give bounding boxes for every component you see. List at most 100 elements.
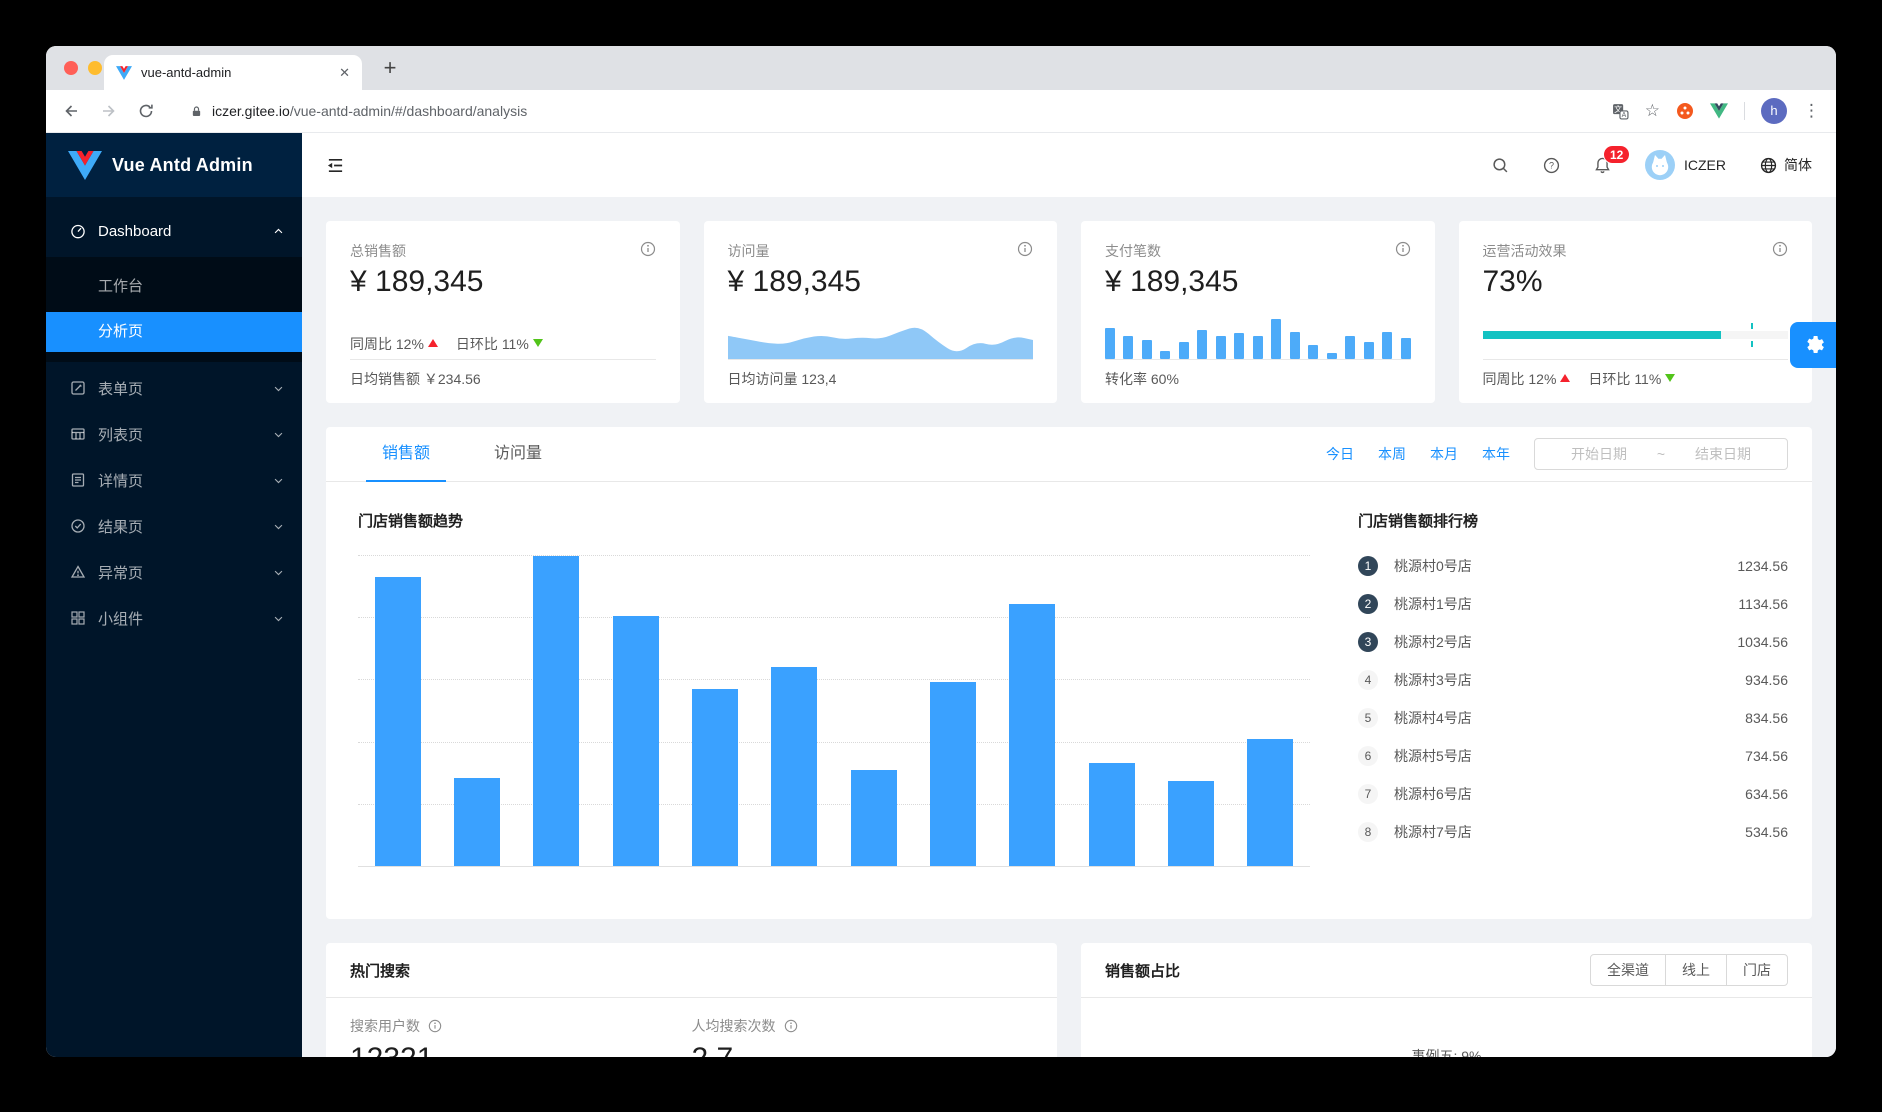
refresh-icon[interactable] bbox=[138, 103, 154, 119]
forward-icon[interactable] bbox=[100, 103, 118, 119]
date-range-picker[interactable]: 开始日期 ~ 结束日期 bbox=[1534, 438, 1788, 470]
sidebar-item-dashboard[interactable]: Dashboard bbox=[46, 211, 302, 251]
range-today-link[interactable]: 今日 bbox=[1326, 446, 1354, 462]
ranking-row: 4 桃源村3号店 934.56 bbox=[1358, 661, 1788, 699]
stat-title: 总销售额 bbox=[350, 243, 406, 259]
ranking-row: 2 桃源村1号店 1134.56 bbox=[1358, 585, 1788, 623]
url-text[interactable]: iczer.gitee.io/vue-antd-admin/#/dashboar… bbox=[212, 103, 527, 119]
back-icon[interactable] bbox=[62, 103, 80, 119]
chart-gridline bbox=[358, 741, 1310, 743]
trend-chart-title: 门店销售额趋势 bbox=[358, 513, 464, 530]
close-window-button[interactable] bbox=[64, 61, 78, 75]
svg-text:?: ? bbox=[1549, 160, 1554, 170]
notifications-bell[interactable]: 12 bbox=[1594, 145, 1631, 174]
browser-menu-icon[interactable]: ⋮ bbox=[1803, 101, 1820, 120]
ranking-row: 3 桃源村2号店 1034.56 bbox=[1358, 623, 1788, 661]
rank-badge: 4 bbox=[1358, 670, 1378, 690]
browser-profile-avatar[interactable]: h bbox=[1761, 98, 1787, 124]
spark-bar bbox=[1271, 319, 1282, 359]
sidebar-item-exceptions[interactable]: 异常页 bbox=[46, 552, 302, 592]
trend-bar bbox=[691, 689, 738, 866]
sidebar-item-widgets[interactable]: 小组件 bbox=[46, 598, 302, 638]
metric-search-per-user: 人均搜索次数 2.7 71.2 bbox=[692, 1016, 1034, 1057]
help-icon[interactable]: ? bbox=[1543, 157, 1560, 174]
info-icon[interactable] bbox=[1017, 241, 1033, 257]
new-tab-button[interactable]: + bbox=[383, 55, 397, 80]
trend-week: 同周比 12% bbox=[1483, 369, 1571, 389]
language-switcher[interactable]: 简体 bbox=[1760, 155, 1812, 175]
store-sales-value: 1134.56 bbox=[1738, 596, 1788, 612]
spark-bar bbox=[1252, 335, 1263, 359]
chart-gridline bbox=[358, 617, 1310, 619]
spark-bar bbox=[1197, 329, 1208, 359]
detail-icon bbox=[71, 473, 85, 487]
store-name: 桃源村4号店 bbox=[1394, 710, 1472, 726]
chevron-down-icon bbox=[274, 386, 283, 391]
vue-devtools-icon[interactable] bbox=[1710, 103, 1728, 119]
search-icon[interactable] bbox=[1492, 157, 1509, 174]
range-year-link[interactable]: 本年 bbox=[1482, 446, 1510, 462]
translate-icon[interactable]: 文A bbox=[1612, 103, 1629, 120]
info-icon[interactable] bbox=[640, 241, 656, 257]
sidebar-item-results[interactable]: 结果页 bbox=[46, 506, 302, 546]
sidebar-item-lists[interactable]: 列表页 bbox=[46, 414, 302, 454]
tab-close-icon[interactable]: ✕ bbox=[339, 64, 350, 80]
chart-gridline bbox=[358, 803, 1310, 805]
tab-visits[interactable]: 访问量 bbox=[494, 444, 543, 462]
segment-stores[interactable]: 门店 bbox=[1726, 954, 1788, 986]
rank-badge: 2 bbox=[1358, 594, 1378, 614]
info-icon[interactable] bbox=[428, 1019, 442, 1033]
theme-settings-button[interactable] bbox=[1790, 322, 1836, 368]
tab-sales[interactable]: 销售额 bbox=[366, 427, 447, 482]
table-icon bbox=[71, 428, 85, 440]
app-logo[interactable]: Vue Antd Admin bbox=[46, 133, 302, 197]
campaign-progress-fill bbox=[1482, 331, 1721, 339]
stat-card-campaign: 运营活动效果 73% 同周比 12% 日环比 11% bbox=[1458, 221, 1812, 403]
rank-badge: 3 bbox=[1358, 632, 1378, 652]
bookmark-star-icon[interactable]: ☆ bbox=[1644, 101, 1660, 120]
sales-share-chart: 事例五: 9% bbox=[1081, 998, 1812, 1057]
spark-bar bbox=[1178, 342, 1189, 359]
user-menu[interactable]: ICZER bbox=[1645, 150, 1726, 180]
sidebar-item-label: 小组件 bbox=[98, 610, 144, 628]
spark-bar bbox=[1105, 327, 1115, 359]
minimize-window-button[interactable] bbox=[88, 61, 102, 75]
trend-bar bbox=[1247, 739, 1294, 866]
sidebar-item-workbench[interactable]: 工作台 bbox=[98, 278, 144, 295]
info-icon[interactable] bbox=[1395, 241, 1411, 257]
browser-tab[interactable]: vue-antd-admin ✕ bbox=[104, 55, 362, 90]
trend-bar bbox=[1167, 780, 1214, 866]
trend-bar bbox=[771, 666, 818, 866]
sidebar-item-analysis[interactable]: 分析页 bbox=[46, 312, 302, 352]
stat-title: 支付笔数 bbox=[1105, 243, 1161, 259]
trend-bar bbox=[453, 778, 500, 866]
segment-online[interactable]: 线上 bbox=[1665, 954, 1727, 986]
sidebar-item-details[interactable]: 详情页 bbox=[46, 460, 302, 500]
extension-orange-icon[interactable] bbox=[1676, 102, 1694, 120]
spark-bar bbox=[1289, 331, 1300, 359]
store-name: 桃源村5号店 bbox=[1394, 748, 1472, 764]
sidebar-item-label: 异常页 bbox=[98, 564, 144, 582]
chevron-down-icon bbox=[274, 432, 283, 437]
spark-bar bbox=[1308, 345, 1319, 359]
rank-badge: 8 bbox=[1358, 822, 1378, 842]
segment-all-channels[interactable]: 全渠道 bbox=[1590, 954, 1666, 986]
language-label: 简体 bbox=[1784, 157, 1812, 173]
info-icon[interactable] bbox=[1772, 241, 1788, 257]
info-icon[interactable] bbox=[784, 1019, 798, 1033]
menu-fold-icon[interactable] bbox=[326, 157, 345, 174]
caret-down-icon bbox=[532, 339, 543, 347]
warning-icon bbox=[70, 565, 86, 578]
svg-text:A: A bbox=[1621, 112, 1626, 119]
divider bbox=[1482, 359, 1788, 360]
caret-up-icon bbox=[1560, 374, 1571, 382]
rank-badge: 7 bbox=[1358, 784, 1378, 804]
vue-logo-icon bbox=[68, 150, 102, 180]
metric-delta: 71.2 bbox=[755, 1055, 800, 1057]
range-week-link[interactable]: 本周 bbox=[1378, 446, 1406, 462]
spark-bar bbox=[1400, 338, 1411, 359]
sidebar-item-forms[interactable]: 表单页 bbox=[46, 368, 302, 408]
range-month-link[interactable]: 本月 bbox=[1430, 446, 1458, 462]
campaign-progress-bar bbox=[1482, 331, 1788, 339]
stat-value: ¥ 189,345 bbox=[1105, 265, 1239, 298]
